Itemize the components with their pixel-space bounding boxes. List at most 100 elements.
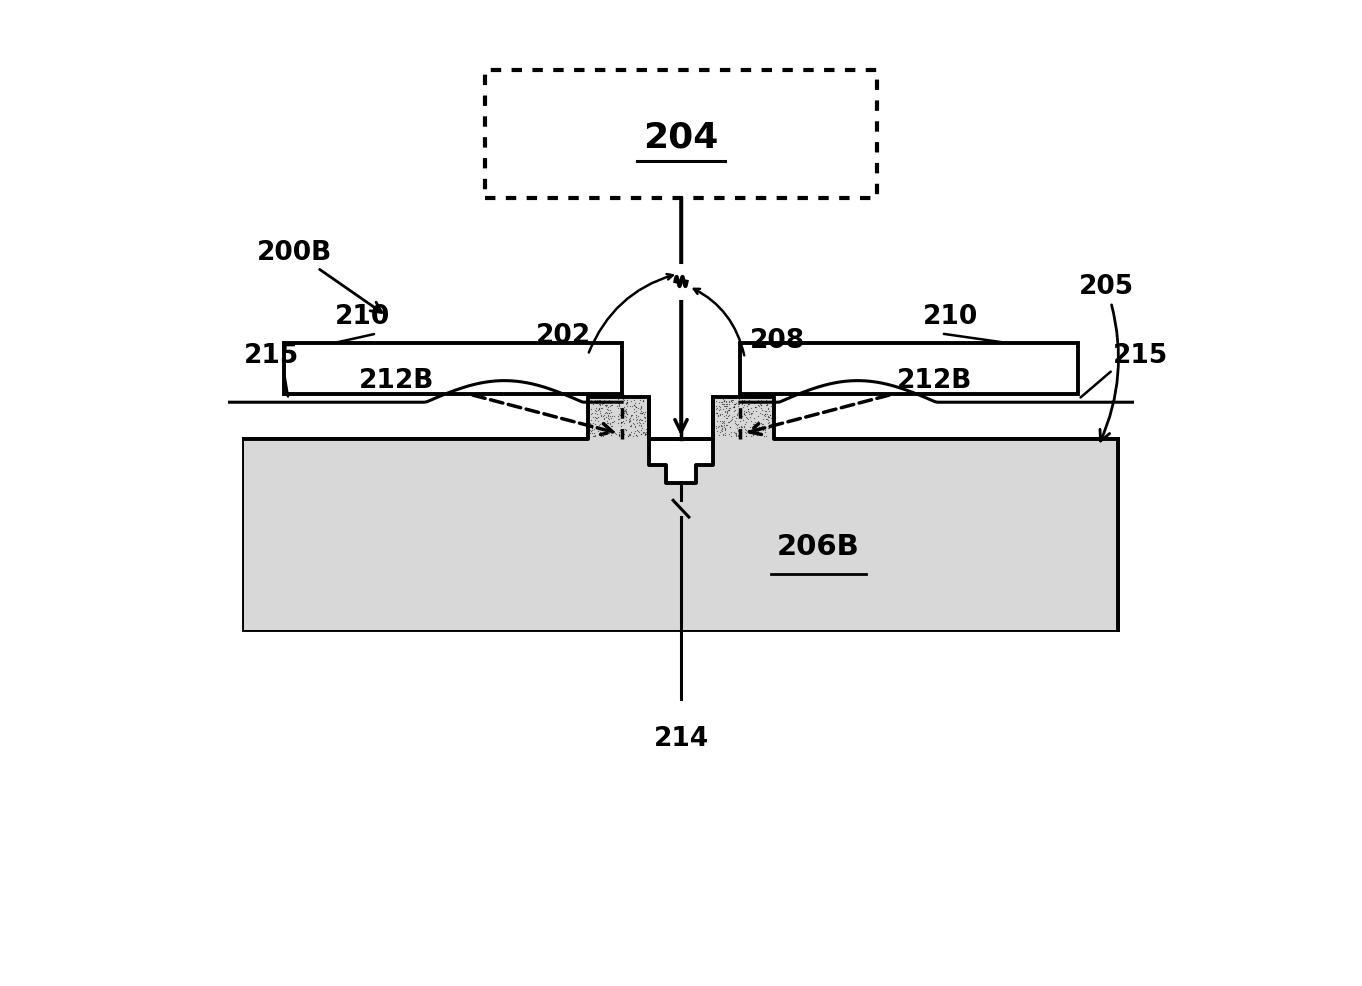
Point (361, 578, 383, 594)
Point (864, 617, 885, 633)
Point (539, 545, 561, 561)
Point (321, 459, 343, 475)
Point (599, 395, 621, 411)
Point (1056, 476, 1077, 492)
Point (798, 523, 820, 538)
Point (722, 601, 744, 617)
Point (376, 441, 398, 457)
Point (479, 534, 501, 550)
Point (565, 475, 587, 491)
Point (380, 497, 402, 513)
Point (475, 536, 497, 552)
Point (956, 497, 978, 513)
Point (708, 571, 730, 587)
Point (880, 473, 902, 489)
Point (1045, 515, 1066, 530)
Point (648, 469, 670, 485)
Point (790, 476, 812, 492)
Point (712, 487, 734, 503)
Point (785, 607, 806, 623)
Point (583, 396, 605, 412)
Point (938, 579, 960, 595)
Point (306, 579, 328, 595)
Point (610, 414, 632, 430)
Point (726, 436, 748, 452)
Point (276, 501, 298, 517)
Point (770, 513, 791, 528)
Point (671, 553, 693, 569)
Point (620, 448, 642, 463)
Point (953, 453, 975, 468)
Point (297, 502, 319, 518)
Point (392, 461, 414, 477)
Point (262, 518, 283, 533)
Point (384, 463, 406, 479)
Point (565, 599, 587, 615)
Point (759, 408, 780, 424)
Point (1011, 526, 1032, 541)
Point (1072, 533, 1094, 549)
Point (539, 451, 561, 466)
Point (700, 563, 722, 579)
Point (612, 405, 633, 421)
Point (937, 537, 959, 553)
Point (394, 457, 415, 472)
Point (744, 449, 765, 464)
Point (782, 517, 804, 532)
Point (839, 562, 861, 578)
Point (820, 571, 842, 587)
Point (727, 600, 749, 616)
Point (512, 581, 534, 597)
Point (828, 575, 850, 591)
Point (462, 594, 484, 609)
Point (330, 523, 351, 538)
Point (349, 516, 370, 531)
Point (484, 562, 505, 578)
Point (710, 489, 731, 505)
Point (349, 512, 370, 528)
Point (281, 518, 302, 533)
Point (808, 477, 829, 493)
Point (730, 401, 752, 417)
Point (274, 485, 296, 501)
Point (748, 420, 770, 436)
Point (471, 514, 493, 529)
Point (602, 514, 624, 529)
Point (1007, 471, 1028, 487)
Point (891, 441, 913, 457)
Point (592, 555, 614, 571)
Point (968, 541, 990, 557)
Point (737, 458, 759, 473)
Point (787, 520, 809, 535)
Point (671, 461, 693, 477)
Point (345, 551, 366, 567)
Point (889, 558, 911, 574)
Point (755, 563, 776, 579)
Point (1045, 605, 1066, 621)
Point (685, 525, 707, 540)
Point (893, 533, 915, 549)
Point (925, 475, 947, 491)
Point (1001, 596, 1023, 611)
Point (801, 604, 823, 620)
Point (402, 609, 424, 625)
Point (742, 403, 764, 419)
Point (477, 451, 498, 466)
Point (1045, 494, 1066, 510)
Point (334, 445, 355, 460)
Point (983, 497, 1005, 513)
Point (1076, 537, 1098, 553)
Point (740, 588, 761, 603)
Point (473, 475, 494, 491)
Point (598, 392, 620, 408)
Point (1077, 524, 1099, 539)
Point (602, 488, 624, 504)
Point (534, 566, 556, 582)
Point (711, 590, 733, 605)
Point (613, 405, 635, 421)
Point (293, 530, 315, 546)
Point (613, 562, 635, 578)
Point (735, 405, 757, 421)
Point (245, 499, 267, 515)
Point (632, 488, 654, 504)
